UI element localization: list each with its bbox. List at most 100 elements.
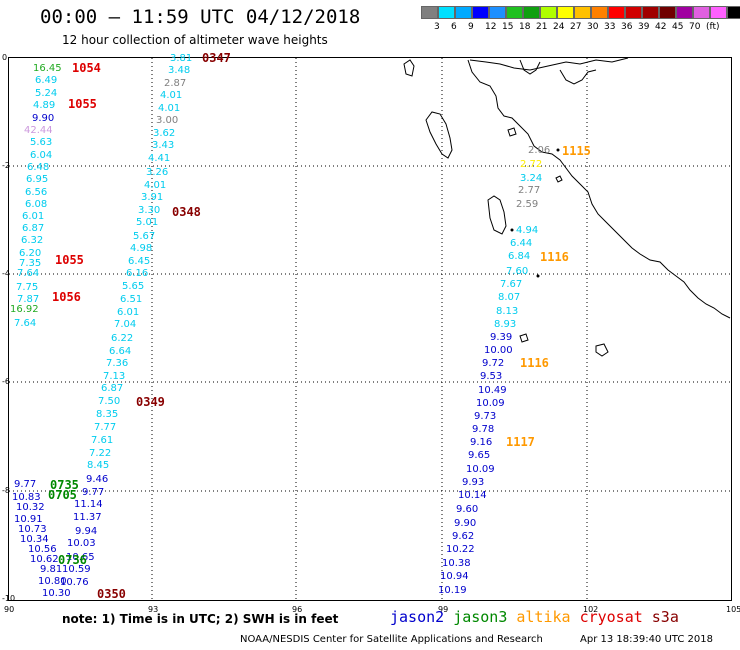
y-tick-label: -4 <box>2 269 10 278</box>
wave-height-value: 9.65 <box>468 450 490 461</box>
wave-height-value: 6.49 <box>35 75 57 86</box>
wave-height-value: 9.94 <box>75 526 97 537</box>
satellite-jason2: jason2 <box>390 608 445 626</box>
satellite-altika: altika <box>516 608 571 626</box>
wave-height-value: 2.77 <box>518 185 540 196</box>
wave-height-value: 6.87 <box>22 223 44 234</box>
legend-swatch <box>608 6 625 19</box>
wave-height-value: 6.16 <box>126 268 148 279</box>
wave-height-value: 9.60 <box>456 504 478 515</box>
wave-height-value: 10.38 <box>442 558 471 569</box>
satellite-s3a: s3a <box>651 608 679 626</box>
x-tick-label: 90 <box>4 605 14 614</box>
wave-height-value: 5.65 <box>122 281 144 292</box>
wave-height-value: 3.48 <box>168 65 190 76</box>
wave-height-value: 7.61 <box>91 435 113 446</box>
wave-height-value: 10.91 <box>14 514 43 525</box>
pass-time-label: 0348 <box>172 205 201 219</box>
wave-height-value: 16.92 <box>10 304 39 315</box>
wave-height-value: 10.09 <box>476 398 505 409</box>
legend-swatch <box>625 6 642 19</box>
wave-height-value: 6.01 <box>117 307 139 318</box>
map-subtitle: 12 hour collection of altimeter wave hei… <box>62 33 328 47</box>
wave-height-value: 7.50 <box>98 396 120 407</box>
legend-label: 3 <box>434 22 440 32</box>
wave-height-value: 6.51 <box>120 294 142 305</box>
wave-height-value: 9.77 <box>82 487 104 498</box>
map-title: 00:00 – 11:59 UTC 04/12/2018 <box>40 6 361 28</box>
wave-height-value: 7.87 <box>17 294 39 305</box>
wave-height-value: 7.60 <box>506 266 528 277</box>
point-marker <box>556 148 560 152</box>
y-tick-label: -8 <box>2 486 10 495</box>
timestamp-text: Apr 13 18:39:40 UTC 2018 <box>580 634 713 645</box>
pass-time-label: 0735 <box>50 478 79 492</box>
grid-lines <box>9 58 731 600</box>
wave-height-value: 8.93 <box>494 319 516 330</box>
legend-swatch <box>676 6 693 19</box>
wave-height-value: 6.32 <box>21 235 43 246</box>
wave-height-value: 6.87 <box>101 383 123 394</box>
legend-label: 9 <box>468 22 474 32</box>
legend-swatch <box>642 6 659 19</box>
wave-height-value: 8.45 <box>87 460 109 471</box>
wave-height-value: 3.00 <box>156 115 178 126</box>
pass-time-label: 0736 <box>58 553 87 567</box>
wave-height-value: 10.22 <box>446 544 475 555</box>
wave-height-value: 7.36 <box>106 358 128 369</box>
legend-swatch <box>438 6 455 19</box>
legend-swatch <box>659 6 676 19</box>
legend-swatch <box>727 6 740 19</box>
satellite-cryosat: cryosat <box>579 608 643 626</box>
legend-swatch <box>693 6 710 19</box>
wave-height-value: 9.90 <box>454 518 476 529</box>
wave-height-value: 8.13 <box>496 306 518 317</box>
wave-height-value: 3.62 <box>153 128 175 139</box>
pass-time-label: 0705 <box>48 488 77 502</box>
wave-height-value: 7.04 <box>114 319 136 330</box>
y-tick-label: 0 <box>2 53 7 62</box>
wave-height-value: 10.30 <box>42 588 71 599</box>
wave-height-value: 7.64 <box>14 318 36 329</box>
legend-label: 12 <box>485 22 497 32</box>
point-marker <box>536 274 540 278</box>
wave-height-value: 10.83 <box>12 492 41 503</box>
map-frame <box>8 57 732 601</box>
wave-height-value: 10.09 <box>466 464 495 475</box>
wave-height-value: 10.19 <box>438 585 467 596</box>
legend-label: 18 <box>519 22 531 32</box>
wave-height-value: 6.04 <box>30 150 52 161</box>
wave-height-value: 3.81 <box>170 53 192 64</box>
wave-height-value: 9.81 <box>40 564 62 575</box>
legend-swatch <box>421 6 438 19</box>
x-tick-label: 105 <box>726 605 740 614</box>
wave-height-value: 2.59 <box>516 199 538 210</box>
pass-time-label: 0347 <box>202 51 231 65</box>
wave-height-value: 9.62 <box>452 531 474 542</box>
legend-swatch <box>557 6 574 19</box>
wave-height-value: 6.22 <box>111 333 133 344</box>
wave-height-value: 11.14 <box>74 499 103 510</box>
legend-swatch <box>710 6 727 19</box>
x-tick-label: 99 <box>438 605 448 614</box>
wave-height-value: 6.64 <box>109 346 131 357</box>
legend-swatch <box>574 6 591 19</box>
wave-height-value: 5.01 <box>136 217 158 228</box>
legend-label: 70 <box>689 22 701 32</box>
wave-height-value: 10.34 <box>20 534 49 545</box>
legend-label: 24 <box>553 22 565 32</box>
legend-label: (ft) <box>706 22 720 32</box>
y-tick-label: -2 <box>2 161 10 170</box>
pass-time-label: 1116 <box>540 250 569 264</box>
legend-label: 33 <box>604 22 616 32</box>
legend-label: 27 <box>570 22 582 32</box>
legend-label: 36 <box>621 22 633 32</box>
pass-time-label: 0350 <box>97 587 126 601</box>
wave-height-value: 6.84 <box>508 251 530 262</box>
wave-height-value: 9.77 <box>14 479 36 490</box>
wave-height-value: 9.16 <box>470 437 492 448</box>
wave-height-value: 6.01 <box>22 211 44 222</box>
wave-height-value: 6.44 <box>510 238 532 249</box>
wave-height-value: 10.49 <box>478 385 507 396</box>
